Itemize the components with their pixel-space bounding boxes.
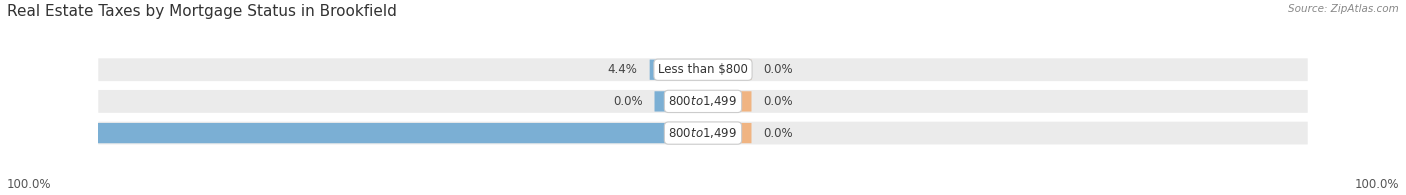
Text: 4.4%: 4.4% [607,63,638,76]
Text: 0.0%: 0.0% [763,95,793,108]
Text: Less than $800: Less than $800 [658,63,748,76]
Text: $800 to $1,499: $800 to $1,499 [668,126,738,140]
FancyBboxPatch shape [703,91,751,112]
Text: Source: ZipAtlas.com: Source: ZipAtlas.com [1288,4,1399,14]
FancyBboxPatch shape [703,60,751,80]
FancyBboxPatch shape [98,122,1308,144]
Text: 100.0%: 100.0% [1354,178,1399,191]
FancyBboxPatch shape [703,123,751,143]
Text: 100.0%: 100.0% [7,178,52,191]
FancyBboxPatch shape [98,58,1308,81]
Text: $800 to $1,499: $800 to $1,499 [668,94,738,108]
FancyBboxPatch shape [0,123,703,143]
Text: 0.0%: 0.0% [763,63,793,76]
Text: 0.0%: 0.0% [613,95,643,108]
FancyBboxPatch shape [655,91,703,112]
FancyBboxPatch shape [98,90,1308,113]
Text: Real Estate Taxes by Mortgage Status in Brookfield: Real Estate Taxes by Mortgage Status in … [7,4,396,19]
FancyBboxPatch shape [650,60,703,80]
Text: 0.0%: 0.0% [763,127,793,140]
